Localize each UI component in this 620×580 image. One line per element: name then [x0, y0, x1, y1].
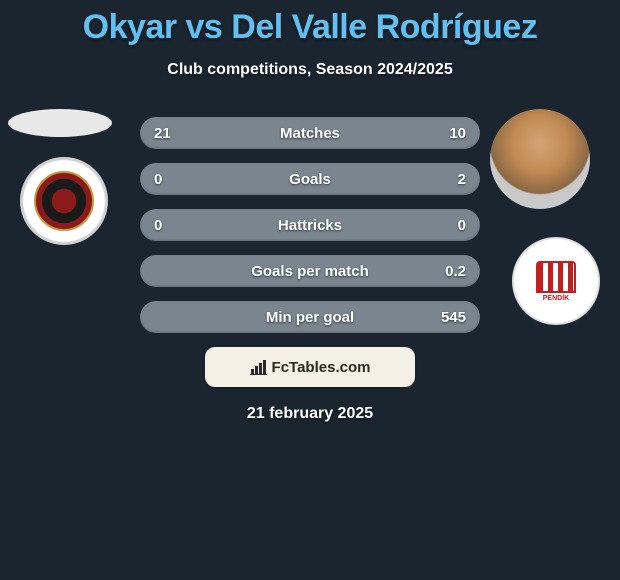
player-left-photo: [8, 109, 112, 137]
stat-left-value: 0: [154, 217, 184, 234]
club-left-badge-inner: [34, 171, 94, 231]
stat-label: Hattricks: [278, 217, 342, 234]
bar-chart-icon: [250, 359, 268, 375]
club-left-badge: [20, 157, 108, 245]
player-right-photo: [490, 109, 590, 209]
stat-label: Goals: [289, 171, 331, 188]
stat-left-value: 21: [154, 125, 184, 142]
stat-right-value: 0: [436, 217, 466, 234]
club-right-badge-stripes: [536, 261, 576, 293]
stat-label: Goals per match: [251, 263, 369, 280]
comparison-subtitle: Club competitions, Season 2024/2025: [0, 61, 620, 79]
club-right-badge: PENDİK: [512, 237, 600, 325]
stat-row-goals: 0 Goals 2: [140, 163, 480, 195]
stat-left-value: 0: [154, 171, 184, 188]
content-area: PENDİK 21 Matches 10 0 Goals 2 0 Hattric…: [0, 109, 620, 423]
stat-label: Matches: [280, 125, 340, 142]
comparison-title: Okyar vs Del Valle Rodríguez: [0, 0, 620, 47]
brand-box: FcTables.com: [205, 347, 415, 387]
date-text: 21 february 2025: [0, 405, 620, 423]
brand-text: FcTables.com: [272, 359, 371, 376]
stat-right-value: 2: [436, 171, 466, 188]
stat-label: Min per goal: [266, 309, 354, 326]
stat-right-value: 545: [436, 309, 466, 326]
stat-row-matches: 21 Matches 10: [140, 117, 480, 149]
stat-row-min-per-goal: Min per goal 545: [140, 301, 480, 333]
club-right-badge-text: PENDİK: [543, 295, 569, 302]
stats-container: 21 Matches 10 0 Goals 2 0 Hattricks 0 Go…: [140, 109, 480, 333]
stat-row-hattricks: 0 Hattricks 0: [140, 209, 480, 241]
stat-row-goals-per-match: Goals per match 0.2: [140, 255, 480, 287]
stat-right-value: 0.2: [436, 263, 466, 280]
stat-right-value: 10: [436, 125, 466, 142]
